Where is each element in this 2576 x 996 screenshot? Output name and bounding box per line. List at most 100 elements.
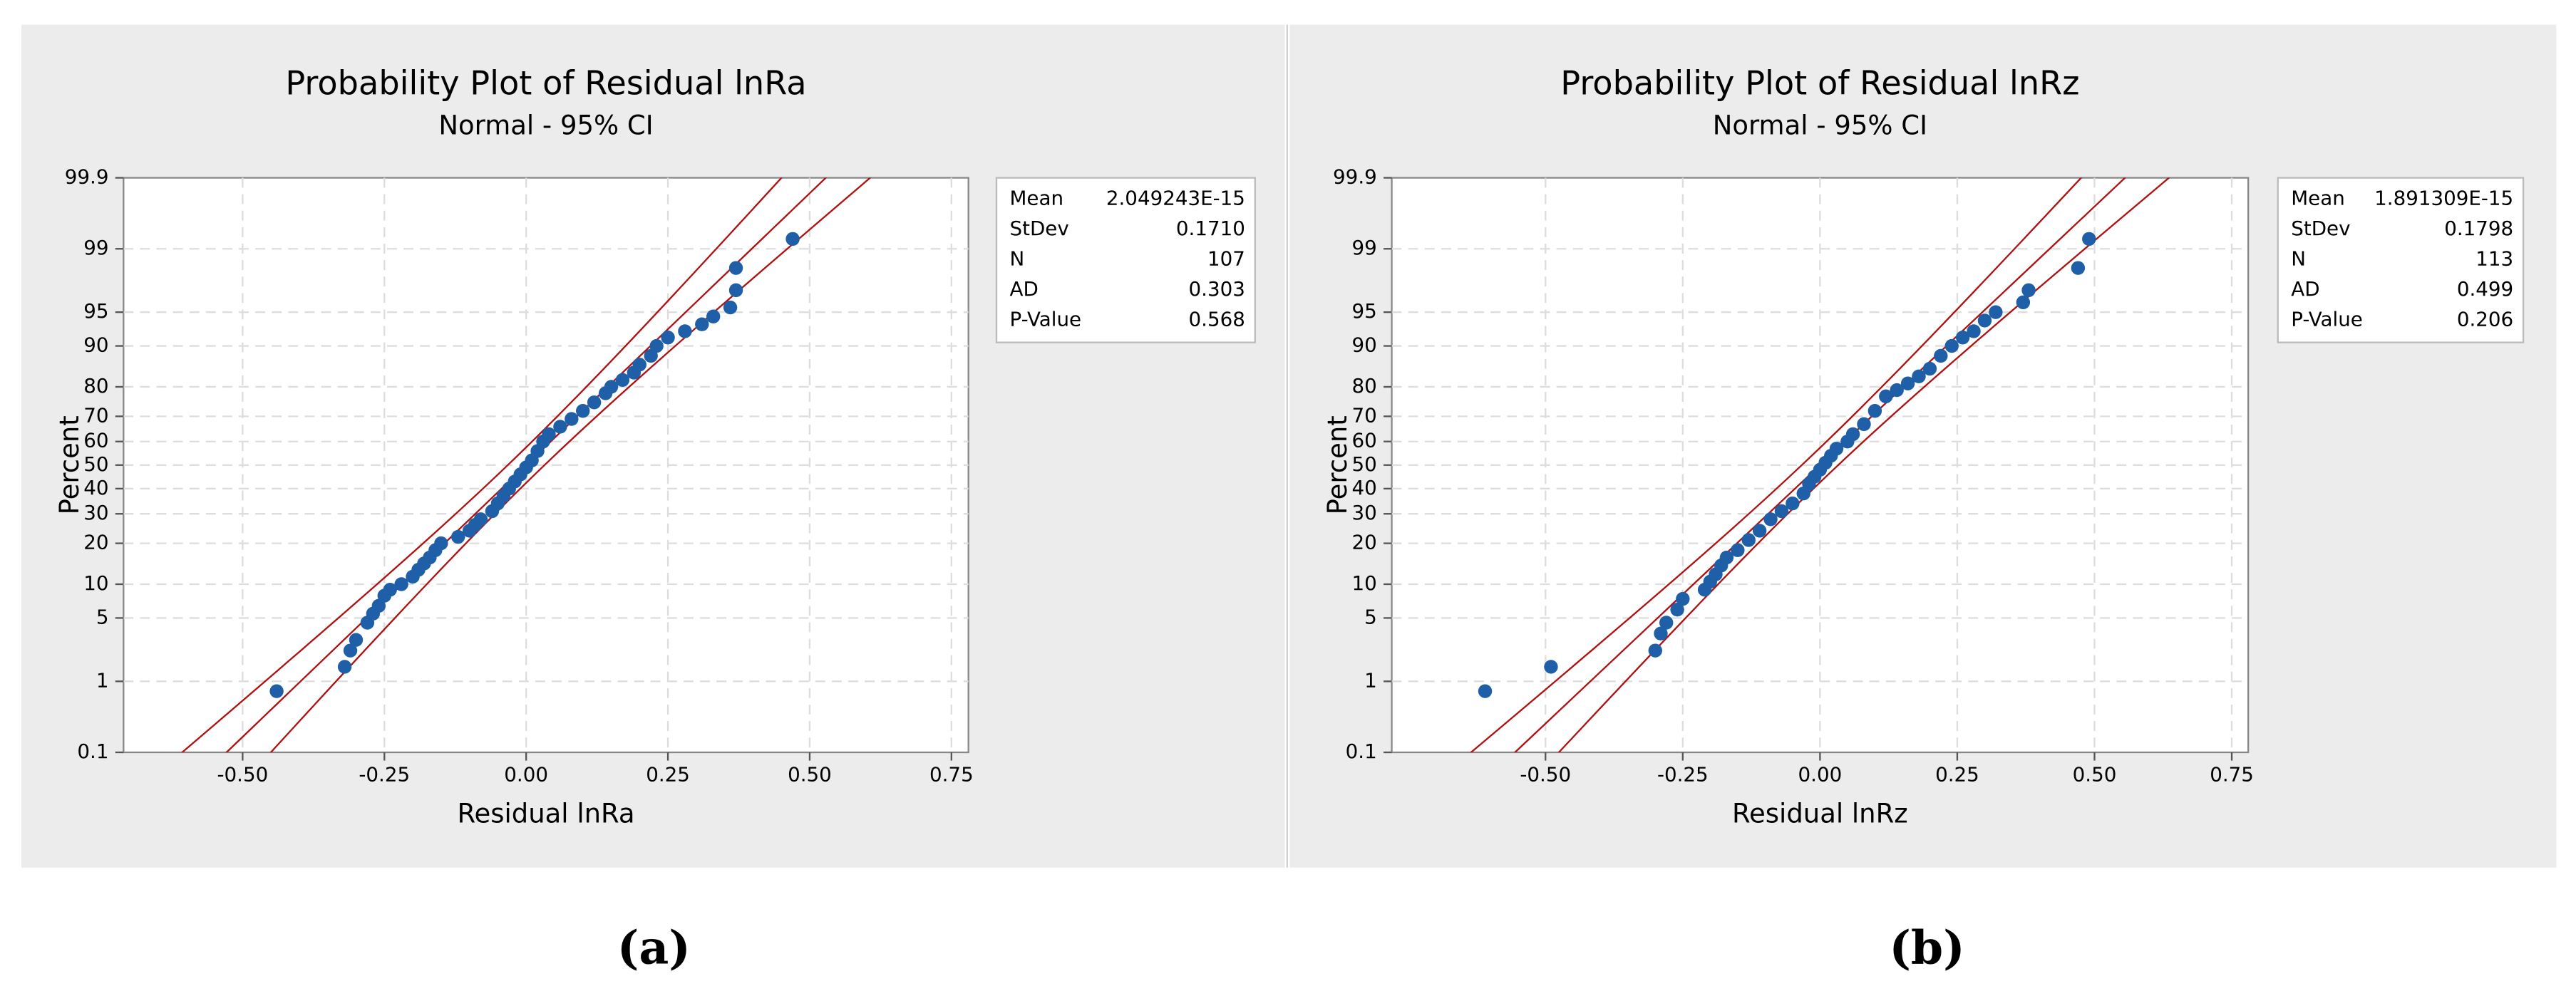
stat-value: 0.499 <box>2457 277 2513 301</box>
y-tick-label: 60 <box>83 429 108 452</box>
data-point <box>1654 626 1668 640</box>
y-tick-label: 10 <box>1351 571 1376 595</box>
ci-line <box>1470 177 2083 753</box>
data-point <box>632 358 646 372</box>
stat-value: 1.891309E-15 <box>2374 187 2513 210</box>
y-tick-label: 5 <box>1364 605 1377 628</box>
data-point <box>1731 543 1745 557</box>
data-point <box>1544 660 1558 674</box>
y-tick-label: 0.1 <box>1346 740 1377 763</box>
y-tick-label: 30 <box>1351 501 1376 524</box>
panel-label: (b) <box>1889 921 1964 975</box>
stat-value: 0.206 <box>2457 308 2513 331</box>
stat-value: 0.1710 <box>1176 217 1245 240</box>
x-tick-label: 0.25 <box>1935 762 1979 786</box>
data-point <box>1934 348 1948 363</box>
data-point <box>1829 442 1844 456</box>
data-point <box>553 420 567 434</box>
y-tick-label: 0.1 <box>77 740 108 763</box>
data-point <box>1900 376 1915 390</box>
y-tick-label: 5 <box>96 605 109 628</box>
y-tick-label: 90 <box>83 333 108 357</box>
plot-area <box>123 177 969 754</box>
data-point <box>1659 616 1674 630</box>
data-point <box>1670 602 1684 617</box>
chart-subtitle: Normal - 95% CI <box>1713 110 1927 140</box>
data-point <box>661 331 675 345</box>
x-tick-label: -0.50 <box>217 762 269 786</box>
chart-title: Probability Plot of Residual lnRa <box>285 64 806 103</box>
y-tick-label: 1 <box>96 668 109 692</box>
data-point <box>2016 295 2031 310</box>
data-point <box>649 338 664 353</box>
x-tick-label: 0.75 <box>929 762 974 786</box>
ci-line <box>180 177 783 753</box>
data-point <box>2071 261 2086 275</box>
stat-label: N <box>2291 247 2306 271</box>
y-tick-label: 30 <box>83 501 108 524</box>
y-tick-label: 20 <box>83 531 108 554</box>
data-point <box>1857 417 1871 432</box>
data-point <box>1774 504 1789 519</box>
x-axis-label: Residual lnRz <box>1732 798 1908 829</box>
data-point <box>343 643 358 658</box>
stat-label: AD <box>2291 277 2319 301</box>
data-point <box>1752 524 1767 538</box>
data-point <box>1967 324 1981 338</box>
y-tick-label: 50 <box>1351 452 1376 476</box>
y-tick-label: 40 <box>83 476 108 499</box>
data-point <box>1648 643 1663 658</box>
y-tick-label: 70 <box>83 403 108 427</box>
x-tick-label: 0.50 <box>788 762 832 786</box>
y-tick-label: 80 <box>83 374 108 398</box>
y-tick-label: 99 <box>83 236 108 259</box>
y-tick-label: 70 <box>1351 403 1376 427</box>
y-tick-label: 90 <box>1351 333 1376 357</box>
x-tick-label: 0.75 <box>2210 762 2254 786</box>
ci-line <box>269 177 872 753</box>
data-point <box>678 324 692 338</box>
x-tick-label: 0.00 <box>504 762 548 786</box>
stat-label: Mean <box>1009 187 1063 210</box>
data-point <box>1763 512 1778 526</box>
y-tick-label: 50 <box>83 452 108 476</box>
data-point <box>1845 427 1860 442</box>
stat-label: AD <box>1009 277 1038 301</box>
panel-label: (a) <box>617 921 691 975</box>
data-point <box>1912 369 1926 383</box>
stat-label: P-Value <box>2291 308 2363 331</box>
y-axis-label: Percent <box>54 415 85 514</box>
data-point <box>269 684 284 698</box>
data-point <box>706 309 721 323</box>
x-tick-label: 0.50 <box>2073 762 2117 786</box>
data-point <box>2021 283 2036 298</box>
data-point <box>1478 684 1493 698</box>
data-point <box>434 536 448 551</box>
stats-box <box>995 177 1256 343</box>
y-tick-label: 95 <box>1351 299 1376 323</box>
stat-value: 0.303 <box>1189 277 1245 301</box>
x-tick-label: 0.25 <box>646 762 690 786</box>
y-tick-label: 99 <box>1351 236 1376 259</box>
data-point <box>542 427 556 442</box>
stats-box <box>2277 177 2525 343</box>
stat-label: N <box>1009 247 1024 271</box>
chart-subtitle: Normal - 95% CI <box>438 110 653 140</box>
y-tick-label: 99.9 <box>65 165 109 189</box>
y-tick-label: 40 <box>1351 476 1376 499</box>
stat-label: Mean <box>2291 187 2345 210</box>
data-point <box>394 577 408 591</box>
x-tick-label: -0.25 <box>359 762 410 786</box>
data-point <box>1890 383 1904 398</box>
ci-line <box>1557 177 2170 753</box>
stat-label: StDev <box>2291 217 2350 240</box>
x-tick-label: -0.25 <box>1657 762 1709 786</box>
stat-value: 2.049243E-15 <box>1106 187 1245 210</box>
data-point <box>2082 232 2096 247</box>
data-point <box>1944 338 1959 353</box>
y-tick-label: 95 <box>83 299 108 323</box>
data-point <box>1786 496 1800 511</box>
x-axis-label: Residual lnRa <box>457 798 634 829</box>
data-point <box>1741 533 1756 547</box>
